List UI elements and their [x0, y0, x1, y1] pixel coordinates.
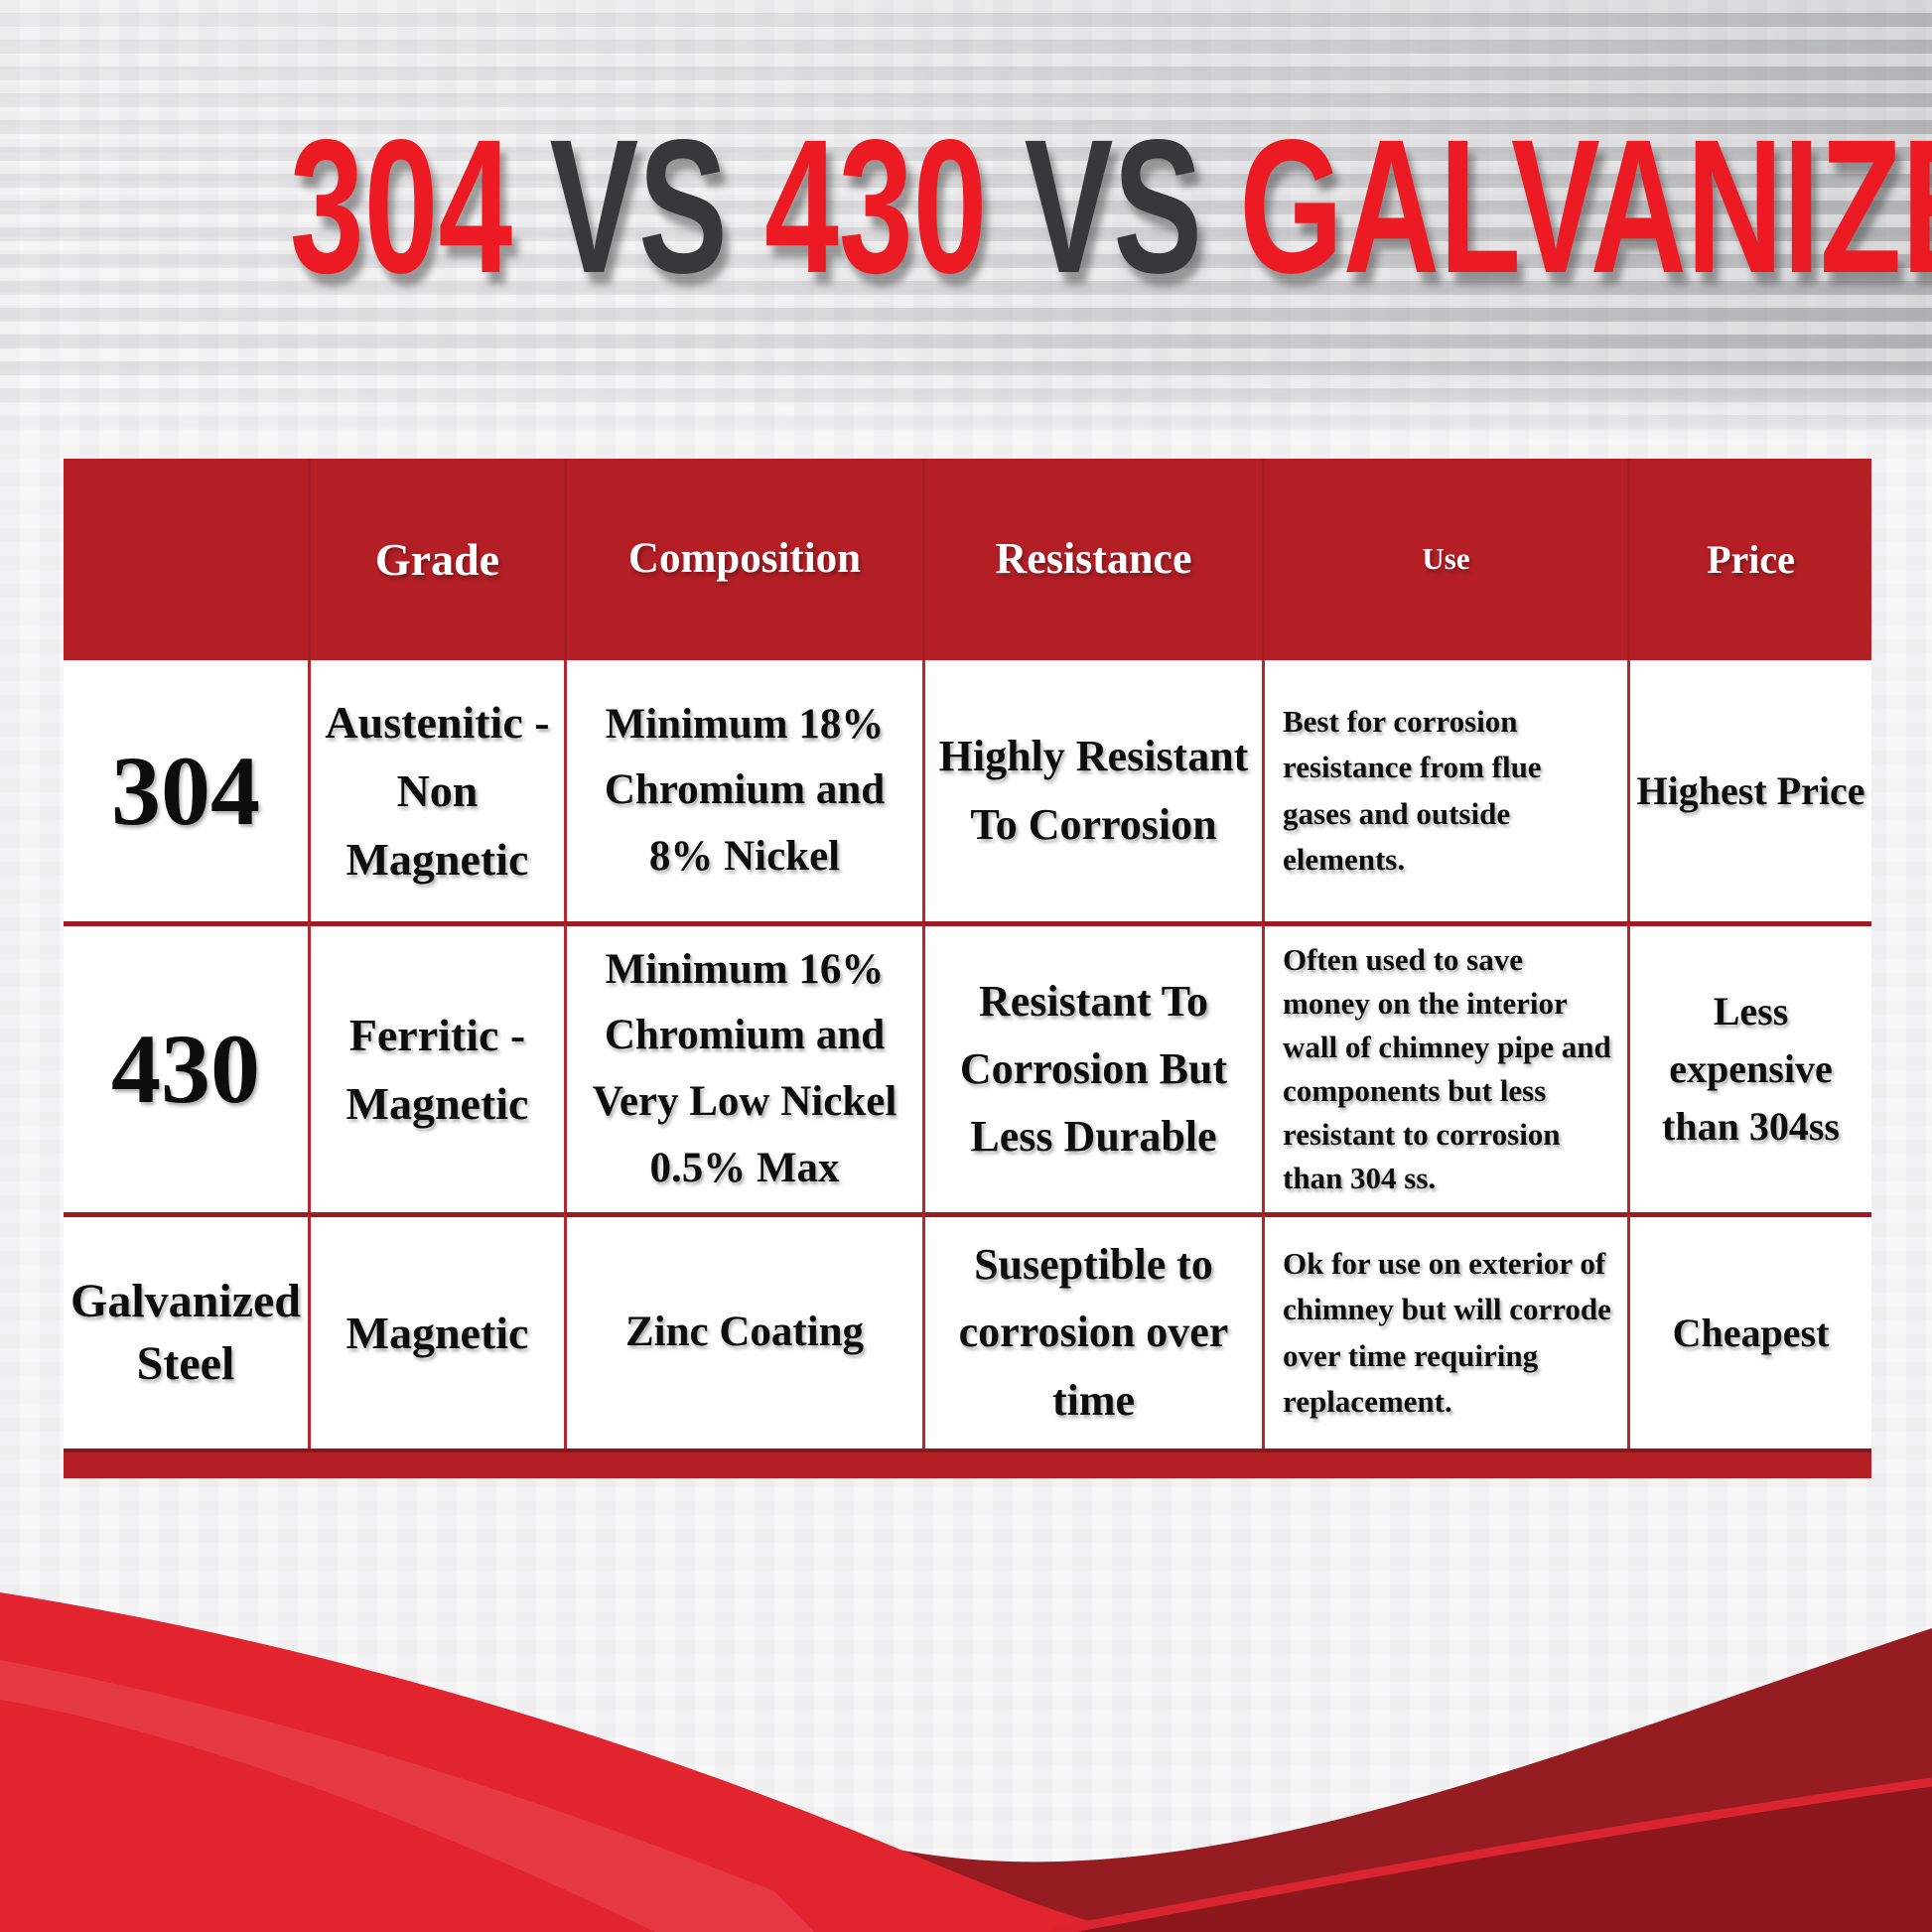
- title-segment-vs1: VS: [549, 99, 728, 313]
- table-footer-band: [64, 1449, 1871, 1478]
- header-cell-grade: Grade: [308, 459, 564, 660]
- cell-304-composition: Minimum 18% Chromium and 8% Nickel: [564, 660, 922, 921]
- cell-430-resistance: Resistant To Corrosion But Less Durable: [922, 921, 1262, 1212]
- wave-maroon-shape: [0, 1603, 1932, 1932]
- cell-304-use: Best for corrosion resistance from flue …: [1262, 660, 1627, 921]
- cell-304-grade: Austenitic - Non Magnetic: [308, 660, 564, 921]
- title-segment-304: 304: [289, 99, 550, 313]
- title-segment-430: 430: [727, 99, 1025, 313]
- title-segment-galvanized: GALVANIZED: [1239, 99, 1932, 313]
- cell-galvanized-resistance: Suseptible to corrosion over time: [922, 1212, 1262, 1449]
- header-cell-empty: [64, 459, 308, 660]
- page-title: 304 VS 430 VS GALVANIZED: [290, 111, 1932, 302]
- cell-304-name: 304: [64, 660, 308, 921]
- wave-dark-maroon-shape: [1052, 1782, 1932, 1932]
- header-gradient-band: [0, 0, 1932, 442]
- cell-430-composition: Minimum 16% Chromium and Very Low Nickel…: [564, 921, 922, 1212]
- cell-430-name: 430: [64, 921, 308, 1212]
- wave-edge-line: [1051, 1777, 1932, 1932]
- cell-430-grade: Ferritic - Magnetic: [308, 921, 564, 1212]
- header-cell-price: Price: [1627, 459, 1871, 660]
- wave-bright-red-shape: [0, 1592, 1132, 1932]
- cell-304-resistance: Highly Resistant To Corrosion: [922, 660, 1262, 921]
- header-cell-resistance: Resistance: [922, 459, 1262, 660]
- cell-galvanized-name: Galvanized Steel: [64, 1212, 308, 1449]
- title-segment-vs2: VS: [1024, 99, 1202, 313]
- cell-304-price: Highest Price: [1627, 660, 1871, 921]
- cell-galvanized-grade: Magnetic: [308, 1212, 564, 1449]
- header-cell-use: Use: [1262, 459, 1627, 660]
- cell-430-use: Often used to save money on the interior…: [1262, 921, 1627, 1212]
- cell-galvanized-use: Ok for use on exterior of chimney but wi…: [1262, 1212, 1627, 1449]
- comparison-table: Grade Composition Resistance Use Price 3…: [64, 459, 1871, 1478]
- wave-highlight-streak: [0, 1660, 814, 1932]
- cell-430-price: Less expensive than 304ss: [1627, 921, 1871, 1212]
- header-cell-composition: Composition: [564, 459, 922, 660]
- cell-galvanized-price: Cheapest: [1627, 1212, 1871, 1449]
- cell-galvanized-composition: Zinc Coating: [564, 1212, 922, 1449]
